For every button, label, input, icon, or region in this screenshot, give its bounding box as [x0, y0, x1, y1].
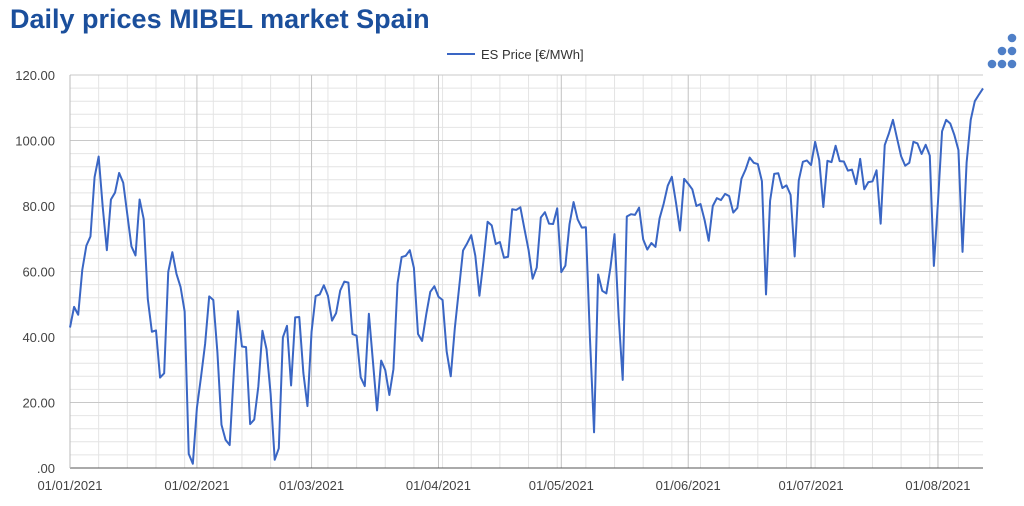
- legend-label: ES Price [€/MWh]: [481, 47, 584, 62]
- x-tick-label: 01/08/2021: [905, 478, 970, 493]
- logo-dot: [1007, 33, 1017, 43]
- chart-title: Daily prices MIBEL market Spain: [10, 4, 430, 34]
- axes: [69, 75, 983, 469]
- y-tick-label: 80.00: [22, 199, 55, 214]
- y-tick-label: 100.00: [15, 134, 55, 149]
- y-tick-label: .00: [37, 461, 55, 476]
- legend[interactable]: ES Price [€/MWh]: [447, 47, 584, 62]
- y-tick-label: 40.00: [22, 330, 55, 345]
- dots-logo-icon: [987, 33, 1017, 69]
- y-tick-label: 20.00: [22, 396, 55, 411]
- y-tick-labels: .00 20.00 40.00 60.00 80.00 100.00 120.00: [15, 68, 55, 476]
- x-tick-label: 01/04/2021: [406, 478, 471, 493]
- logo-dot: [997, 46, 1007, 56]
- logo-dot: [1007, 46, 1017, 56]
- x-tick-label: 01/03/2021: [279, 478, 344, 493]
- x-tick-label: 01/05/2021: [529, 478, 594, 493]
- x-tick-labels: 01/01/2021 01/02/2021 01/03/2021 01/04/2021…: [37, 478, 970, 493]
- series-line-es-price: [69, 87, 984, 465]
- logo-dot: [1007, 59, 1017, 69]
- x-tick-label: 01/06/2021: [656, 478, 721, 493]
- y-tick-label: 120.00: [15, 68, 55, 83]
- y-tick-label: 60.00: [22, 265, 55, 280]
- x-tick-label: 01/01/2021: [37, 478, 102, 493]
- x-tick-label: 01/02/2021: [164, 478, 229, 493]
- grid-lines: [69, 74, 983, 469]
- logo-dot: [987, 59, 997, 69]
- logo-dot: [997, 59, 1007, 69]
- x-tick-label: 01/07/2021: [779, 478, 844, 493]
- series-group: [69, 87, 984, 465]
